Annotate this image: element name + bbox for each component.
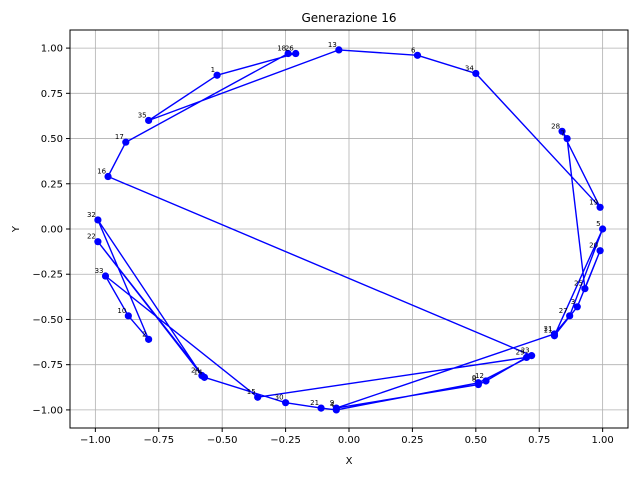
city-label: 21 <box>310 399 319 407</box>
city-point <box>94 216 102 224</box>
city-point <box>563 134 571 143</box>
city-label: 2 <box>142 330 146 338</box>
city-point <box>599 225 607 233</box>
y-tick-label: 0.00 <box>41 225 63 236</box>
city-point <box>254 393 262 401</box>
city-label: 3 <box>571 298 575 306</box>
chart-title: Generazione 16 <box>301 11 396 25</box>
city-point <box>474 379 482 387</box>
x-tick-label: −0.25 <box>270 435 301 446</box>
city-label: 8 <box>472 376 476 384</box>
city-point <box>281 399 290 407</box>
grid-layer <box>70 30 628 428</box>
city-point <box>94 238 102 246</box>
city-label: 30 <box>275 394 284 402</box>
city-label: 28 <box>551 122 560 130</box>
city-point <box>122 138 130 146</box>
city-label: 23 <box>521 347 530 355</box>
city-label: 26 <box>285 45 294 53</box>
city-point <box>104 172 112 181</box>
y-tick-label: 1.00 <box>41 44 63 55</box>
city-point <box>482 377 490 385</box>
city-label: 1 <box>211 66 215 74</box>
x-tick-label: 0.75 <box>528 435 550 446</box>
x-tick-label: 1.00 <box>592 435 614 446</box>
city-label: 34 <box>465 64 474 72</box>
city-point <box>332 406 340 414</box>
x-tick-label: 0.25 <box>401 435 423 446</box>
city-label: 12 <box>475 372 484 380</box>
x-tick-label: 0.50 <box>465 435 487 446</box>
city-point <box>101 272 110 280</box>
city-point <box>566 312 574 320</box>
x-tick-label: −1.00 <box>80 435 111 446</box>
city-label: 13 <box>328 41 337 49</box>
y-tick-label: 0.50 <box>41 134 63 145</box>
city-point <box>596 203 604 211</box>
y-axis-label: Y <box>11 225 22 233</box>
city-label: 6 <box>411 46 416 54</box>
tick-layer: −1.00 −0.75 −0.50 −0.25 0.00 0.25 0.50 0.75 1.00… <box>32 44 613 446</box>
city-point <box>528 352 536 360</box>
y-tick-label: 0.75 <box>41 89 63 100</box>
y-tick-label: −1.00 <box>32 405 63 416</box>
y-tick-label: −0.25 <box>32 270 63 281</box>
city-point <box>413 51 422 59</box>
city-label: 35 <box>138 111 147 119</box>
city-label: 15 <box>247 388 256 396</box>
city-point <box>472 69 480 78</box>
city-label: 24 <box>191 367 200 375</box>
city-point <box>558 127 566 135</box>
city-label: 29 <box>516 348 525 356</box>
y-tick-label: 0.25 <box>41 179 63 190</box>
city-label: 25 <box>574 280 583 288</box>
city-point <box>145 116 153 125</box>
city-label: 9 <box>330 399 334 407</box>
city-label: 33 <box>95 267 104 275</box>
city-point <box>213 71 221 79</box>
city-label: 16 <box>97 168 106 176</box>
city-point <box>292 49 300 58</box>
x-tick-label: −0.75 <box>143 435 174 446</box>
city-label: 27 <box>559 307 568 315</box>
city-label: 17 <box>115 133 124 141</box>
city-label: 31 <box>544 325 553 333</box>
city-label: 11 <box>544 327 553 335</box>
city-point <box>550 330 559 338</box>
city-label: 32 <box>87 211 96 219</box>
x-axis-label: X <box>346 456 353 467</box>
marker-layer <box>94 46 607 414</box>
city-label: 7 <box>561 130 565 138</box>
city-point <box>581 285 589 293</box>
city-label: 0 <box>472 374 476 382</box>
x-tick-label: 0.00 <box>338 435 360 446</box>
city-point <box>124 312 132 320</box>
city-label: 10 <box>117 307 126 315</box>
city-point <box>596 247 604 255</box>
city-label: 22 <box>87 233 96 241</box>
point-label-layer: 1363419287252031152731981229153310232242… <box>87 41 601 409</box>
city-label: 18 <box>277 45 286 53</box>
city-label: 14 <box>194 368 203 376</box>
y-tick-label: −0.50 <box>32 315 63 326</box>
city-label: 5 <box>596 220 600 228</box>
y-tick-label: −0.75 <box>32 360 63 371</box>
city-label: 4 <box>330 401 335 409</box>
city-label: 19 <box>589 198 598 206</box>
city-point <box>317 404 325 412</box>
city-point <box>200 373 209 381</box>
city-label: 20 <box>589 242 598 250</box>
city-point <box>145 335 153 343</box>
city-point <box>284 49 292 58</box>
city-point <box>335 46 343 54</box>
x-tick-label: −0.50 <box>207 435 238 446</box>
city-point <box>573 303 581 311</box>
